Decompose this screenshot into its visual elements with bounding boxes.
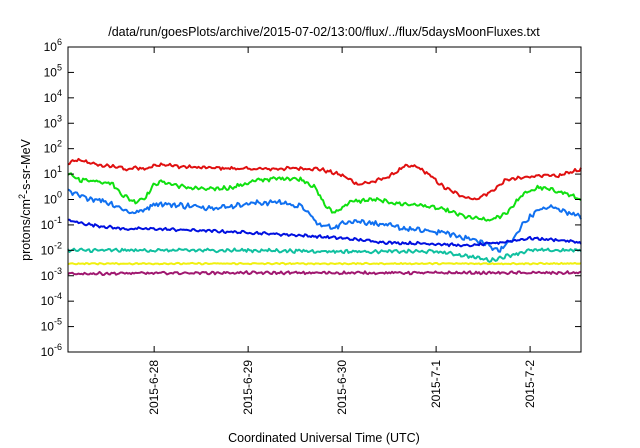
y-tick-exponent: 5 — [57, 62, 62, 72]
y-tick-base: 10 — [44, 65, 58, 79]
y-tick-exponent: 1 — [57, 164, 62, 174]
y-tick-base: 10 — [44, 116, 58, 130]
x-tick-label: 2015-6-29 — [241, 360, 255, 415]
plot-frame — [67, 46, 582, 353]
x-axis-label: Coordinated Universal Time (UTC) — [228, 431, 420, 445]
y-tick-label: 10-6 — [41, 342, 62, 359]
y-tick-base: 10 — [41, 345, 55, 359]
y-axis-label-base: protons/cm — [19, 199, 33, 261]
y-tick-label: 105 — [44, 62, 62, 79]
y-tick-exponent: -3 — [54, 266, 62, 276]
series-line — [67, 188, 582, 253]
y-tick-label: 10-2 — [41, 240, 62, 257]
y-tick-label: 10-3 — [41, 266, 62, 283]
y-tick-base: 10 — [44, 91, 58, 105]
series-layer — [67, 157, 582, 276]
x-tick-label: 2015-7-2 — [523, 360, 537, 408]
y-tick-base: 10 — [41, 243, 55, 257]
y-tick-label: 103 — [44, 113, 62, 130]
y-tick-exponent: 4 — [57, 88, 62, 98]
y-tick-label: 104 — [44, 88, 62, 105]
y-tick-label: 100 — [44, 190, 62, 207]
series-line — [67, 218, 582, 248]
y-tick-base: 10 — [41, 320, 55, 334]
y-tick-exponent: 3 — [57, 113, 62, 123]
y-tick-exponent: -4 — [54, 291, 62, 301]
y-tick-base: 10 — [44, 142, 58, 156]
chart-title: /data/run/goesPlots/archive/2015-07-02/1… — [108, 25, 540, 39]
y-axis: 10-610-510-410-310-210-11001011021031041… — [41, 37, 581, 359]
y-tick-label: 10-5 — [41, 317, 62, 334]
y-tick-base: 10 — [41, 294, 55, 308]
y-tick-label: 101 — [44, 164, 62, 181]
y-tick-label: 102 — [44, 139, 62, 156]
y-axis-label: protons/cm2-s-sr-MeV — [17, 138, 33, 260]
series-line — [67, 247, 582, 263]
y-tick-base: 10 — [44, 193, 58, 207]
y-tick-exponent: -5 — [54, 317, 62, 327]
series-line — [67, 261, 582, 266]
y-tick-exponent: -6 — [54, 342, 62, 352]
y-tick-label: 106 — [44, 37, 62, 54]
y-axis-label-sup: 2 — [17, 194, 27, 199]
x-tick-label: 2015-6-28 — [147, 360, 161, 415]
y-tick-exponent: -1 — [54, 215, 62, 225]
y-tick-base: 10 — [41, 218, 55, 232]
x-tick-label: 2015-7-1 — [429, 360, 443, 408]
y-tick-base: 10 — [44, 167, 58, 181]
series-line — [67, 270, 582, 276]
series-line — [67, 172, 582, 222]
y-tick-base: 10 — [41, 269, 55, 283]
y-tick-base: 10 — [44, 40, 58, 54]
y-axis-label-rest: -s-sr-MeV — [19, 138, 33, 194]
series-line — [67, 157, 582, 201]
y-tick-label: 10-1 — [41, 215, 62, 232]
x-axis: 2015-6-28 2015-6-29 2015-6-30 2015-7-1 2015-… — [147, 47, 537, 415]
y-tick-exponent: -2 — [54, 240, 62, 250]
y-tick-exponent: 2 — [57, 139, 62, 149]
y-tick-label: 10-4 — [41, 291, 62, 308]
y-tick-exponent: 6 — [57, 37, 62, 47]
x-tick-label: 2015-6-30 — [335, 360, 349, 415]
y-tick-exponent: 0 — [57, 190, 62, 200]
